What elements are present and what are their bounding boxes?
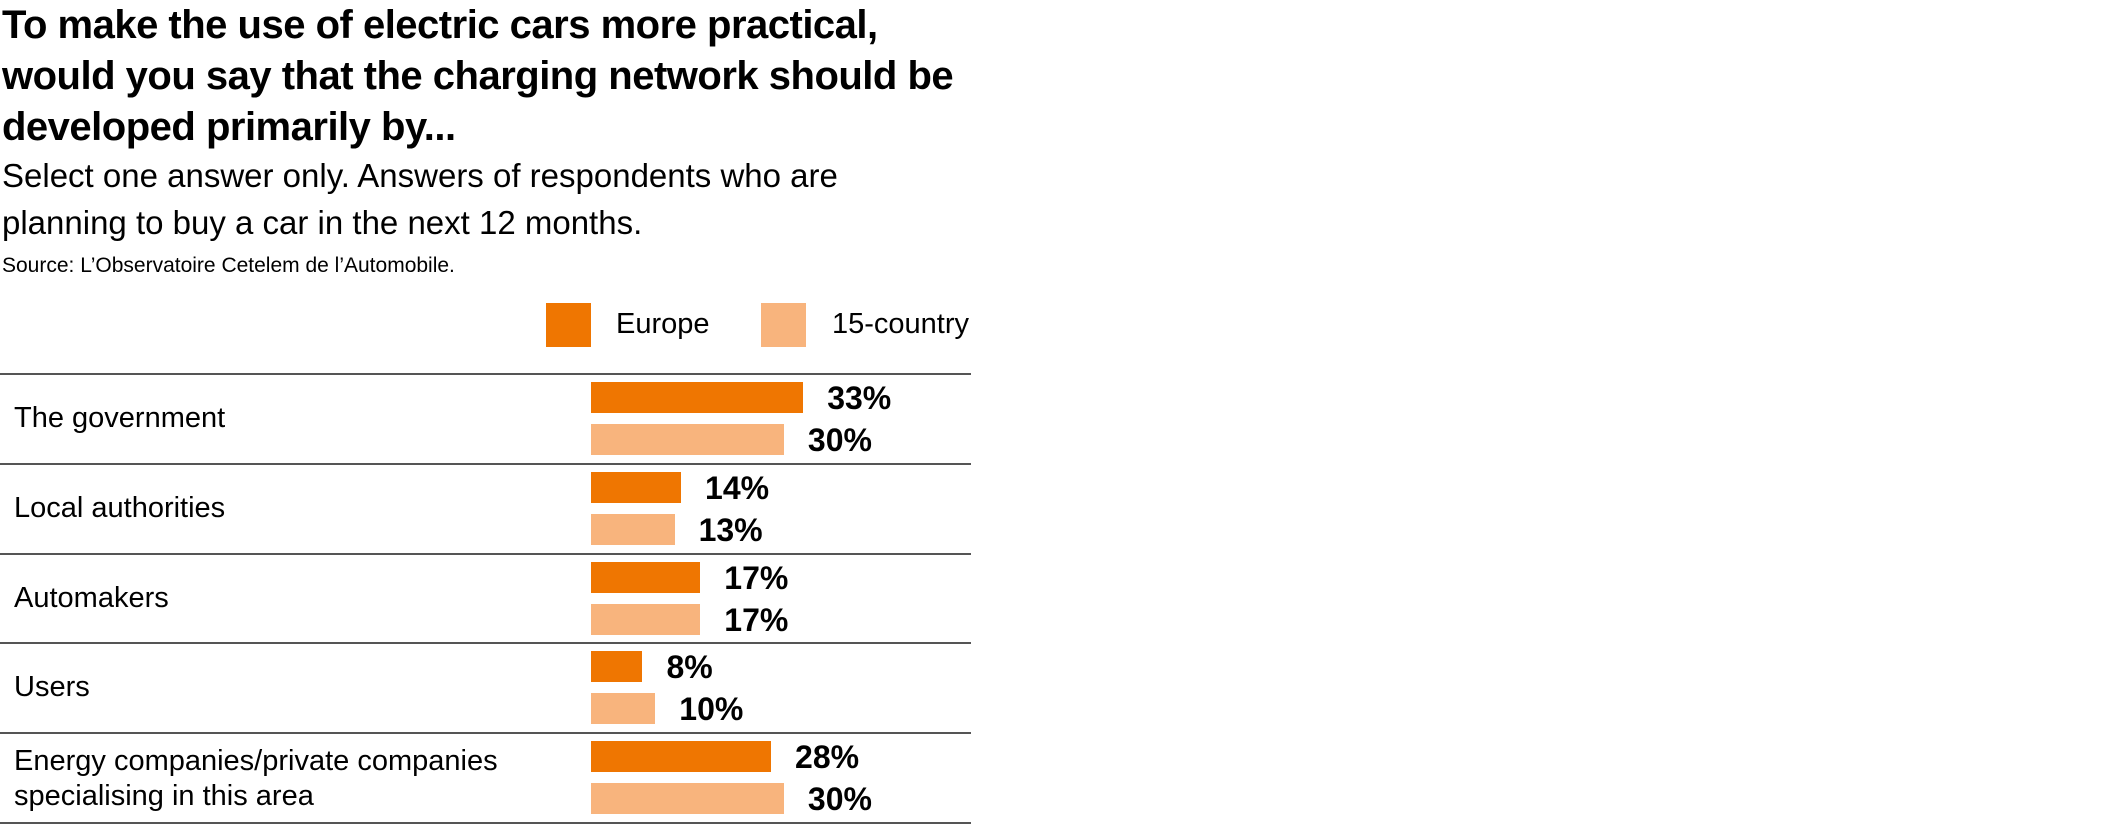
row-divider: [0, 642, 971, 645]
category-label: Local authorities: [14, 491, 226, 524]
bar-15-country: [591, 693, 656, 725]
row-divider: [0, 732, 971, 734]
category-label: Automakers: [14, 581, 169, 614]
bar-europe: [591, 651, 643, 683]
value-label: 33%: [827, 380, 892, 416]
bar-15-country: [591, 783, 784, 814]
bar-europe: [591, 471, 682, 503]
bar-15-country: [591, 603, 701, 635]
value-label: 30%: [807, 422, 872, 458]
row-divider: [0, 373, 971, 375]
bar-europe: [591, 561, 701, 593]
legend-swatch-15-country: [761, 303, 806, 347]
row-divider: [0, 462, 971, 465]
value-label: 10%: [679, 691, 744, 728]
legend-label-15-country: 15-country: [832, 308, 970, 340]
value-label: 30%: [807, 781, 872, 817]
bar-15-country: [591, 424, 784, 455]
chart-subtitle: Select one answer only. Answers of respo…: [2, 157, 838, 241]
value-label: 8%: [666, 649, 713, 686]
legend-label-europe: Europe: [616, 308, 710, 340]
category-label: The government: [14, 402, 226, 434]
row-divider: [0, 552, 971, 555]
chart-source: Source: L’Observatoire Cetelem de l’Auto…: [2, 254, 455, 277]
chart-title: To make the use of electric cars more pr…: [2, 3, 954, 149]
value-label: 17%: [724, 601, 789, 638]
value-label: 13%: [698, 511, 763, 548]
value-label: 14%: [705, 469, 770, 506]
category-label: Users: [14, 671, 90, 704]
category-label: Energy companies/private companies speci…: [14, 745, 498, 812]
value-label: 28%: [795, 739, 860, 775]
bar-15-country: [591, 513, 675, 545]
bar-europe: [591, 382, 804, 413]
legend-swatch-europe: [546, 303, 591, 347]
bar-europe: [591, 741, 772, 772]
value-label: 17%: [724, 559, 789, 596]
